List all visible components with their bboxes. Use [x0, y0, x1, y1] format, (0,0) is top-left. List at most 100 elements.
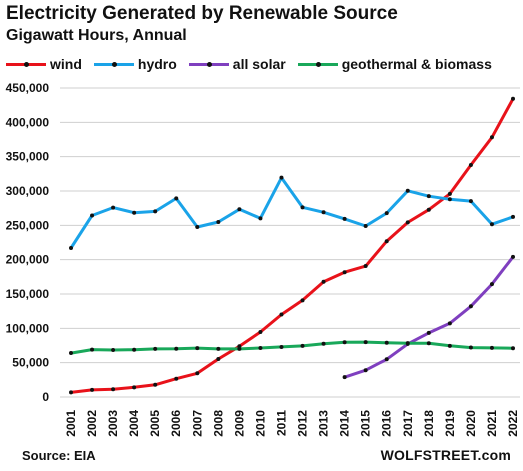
data-point-all-solar	[468, 304, 473, 309]
series-all-solar	[342, 254, 515, 380]
y-tick-label: 400,000	[6, 115, 50, 129]
x-tick-label: 2003	[106, 410, 120, 437]
legend-label-wind: wind	[50, 56, 82, 72]
source-note: Source: EIA	[22, 448, 96, 463]
data-point-wind	[279, 312, 284, 317]
data-point-wind	[384, 239, 389, 244]
data-point-geothermal-biomass	[174, 346, 179, 351]
legend-label-solar: all solar	[232, 56, 286, 72]
data-point-geothermal-biomass	[363, 340, 368, 345]
legend-item-solar: all solar	[188, 56, 286, 72]
data-point-hydro	[111, 205, 116, 210]
x-tick-label: 2018	[422, 410, 436, 437]
data-point-geothermal-biomass	[405, 341, 410, 346]
data-point-geothermal-biomass	[132, 347, 137, 352]
data-point-geothermal-biomass	[216, 346, 221, 351]
data-point-geothermal-biomass	[69, 351, 73, 356]
data-point-geothermal-biomass	[447, 343, 452, 348]
data-point-geothermal-biomass	[384, 340, 389, 345]
data-point-geothermal-biomass	[300, 343, 305, 348]
data-point-hydro	[511, 214, 515, 219]
data-point-geothermal-biomass	[90, 347, 95, 352]
legend-label-hydro: hydro	[137, 56, 177, 72]
data-point-wind	[447, 191, 452, 196]
data-point-wind	[174, 376, 179, 381]
data-point-hydro	[405, 188, 410, 193]
data-point-hydro	[258, 216, 263, 221]
data-point-geothermal-biomass	[258, 345, 263, 350]
data-point-geothermal-biomass	[511, 346, 515, 351]
data-point-wind	[69, 390, 73, 395]
x-tick-label: 2009	[232, 410, 246, 437]
data-point-hydro	[279, 175, 284, 180]
y-tick-label: 50,000	[12, 356, 49, 370]
legend-item-hydro: hydro	[93, 56, 177, 72]
data-point-geothermal-biomass	[111, 347, 116, 352]
x-tick-label: 2004	[127, 410, 141, 437]
data-point-hydro	[468, 199, 473, 204]
data-point-wind	[153, 382, 158, 387]
data-point-wind	[489, 135, 494, 140]
y-tick-label: 200,000	[6, 253, 50, 267]
data-point-all-solar	[426, 330, 431, 335]
data-point-hydro	[342, 216, 347, 221]
y-tick-label: 250,000	[6, 218, 50, 232]
series-line-wind	[69, 97, 515, 394]
data-point-wind	[258, 329, 263, 334]
legend-swatch-geothermal-biomass	[297, 61, 338, 67]
data-point-wind	[216, 356, 221, 361]
data-point-all-solar	[384, 357, 389, 362]
x-tick-label: 2010	[253, 410, 267, 437]
data-point-hydro	[447, 197, 452, 202]
data-point-geothermal-biomass	[489, 345, 494, 350]
data-point-wind	[511, 96, 515, 101]
y-tick-label: 350,000	[6, 150, 50, 164]
data-point-all-solar	[447, 321, 452, 326]
x-tick-label: 2014	[338, 410, 352, 437]
data-point-hydro	[132, 210, 137, 215]
x-tick-label: 2005	[148, 410, 162, 437]
x-tick-label: 2022	[506, 410, 520, 437]
legend-swatch-solar	[188, 61, 229, 67]
data-point-geothermal-biomass	[342, 340, 347, 345]
data-point-hydro	[237, 207, 242, 212]
data-point-all-solar	[363, 368, 368, 373]
x-tick-label: 2019	[443, 410, 457, 437]
legend-swatch-wind	[6, 61, 46, 67]
series-hydro	[69, 175, 515, 250]
data-point-hydro	[153, 209, 158, 214]
data-point-hydro	[426, 194, 431, 199]
legend: wind hydro all solar geothermal & biomas…	[6, 53, 504, 75]
data-point-wind	[405, 220, 410, 225]
data-point-hydro	[69, 245, 73, 250]
brand-logo-text: WOLFSTREET.com	[380, 447, 511, 463]
data-point-hydro	[300, 205, 305, 210]
series-geothermal-biomass	[69, 340, 515, 356]
legend-swatch-hydro	[93, 61, 134, 67]
series-line-hydro	[69, 176, 515, 250]
data-point-all-solar	[489, 282, 494, 287]
data-point-wind	[321, 279, 326, 284]
y-tick-label: 300,000	[6, 184, 50, 198]
data-point-geothermal-biomass	[279, 344, 284, 349]
data-point-all-solar	[511, 254, 515, 259]
data-point-geothermal-biomass	[195, 346, 200, 351]
chart-title: Electricity Generated by Renewable Sourc…	[6, 3, 398, 24]
data-point-wind	[468, 162, 473, 167]
series-line-geothermal-biomass	[69, 340, 515, 355]
x-tick-label: 2011	[274, 410, 288, 436]
legend-label-geothermal-biomass: geothermal & biomass	[341, 56, 492, 72]
x-tick-label: 2021	[485, 410, 499, 437]
data-point-geothermal-biomass	[468, 345, 473, 350]
data-point-hydro	[195, 225, 200, 230]
x-tick-label: 2001	[64, 410, 78, 437]
x-tick-label: 2015	[359, 410, 373, 437]
series-wind	[69, 96, 515, 395]
y-tick-label: 150,000	[6, 287, 50, 301]
data-point-hydro	[363, 224, 368, 229]
data-point-hydro	[384, 211, 389, 216]
legend-item-wind: wind	[6, 56, 82, 72]
x-tick-label: 2002	[85, 410, 99, 437]
data-point-wind	[426, 207, 431, 212]
